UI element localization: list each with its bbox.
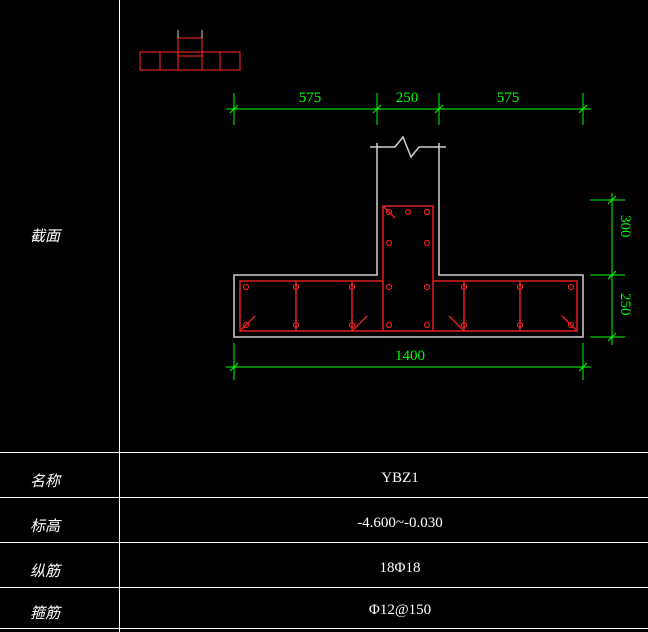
label-elevation: 标高 — [30, 515, 60, 536]
label-stirrup: 箍筋 — [30, 602, 60, 623]
dim-side-top: 300 — [616, 215, 633, 275]
label-name: 名称 — [30, 470, 60, 491]
grid-v — [119, 0, 120, 632]
grid-h2 — [0, 497, 648, 498]
value-longitudinal: 18Φ18 — [200, 560, 600, 577]
label-longitudinal: 纵筋 — [30, 560, 60, 581]
dim-top-left: 575 — [280, 90, 340, 107]
grid-h1 — [0, 452, 648, 453]
label-section: 截面 — [30, 225, 60, 246]
dim-bottom: 1400 — [360, 348, 460, 365]
dim-side-bottom: 250 — [616, 293, 633, 353]
main-section-drawing — [200, 85, 648, 415]
grid-h3 — [0, 542, 648, 543]
thumbnail-section — [130, 30, 270, 90]
value-name: YBZ1 — [200, 470, 600, 487]
value-elevation: -4.600~-0.030 — [200, 515, 600, 532]
dim-top-right: 575 — [478, 90, 538, 107]
grid-h4 — [0, 587, 648, 588]
dim-top-mid: 250 — [382, 90, 432, 107]
grid-h5 — [0, 628, 648, 629]
value-stirrup: Φ12@150 — [200, 602, 600, 619]
